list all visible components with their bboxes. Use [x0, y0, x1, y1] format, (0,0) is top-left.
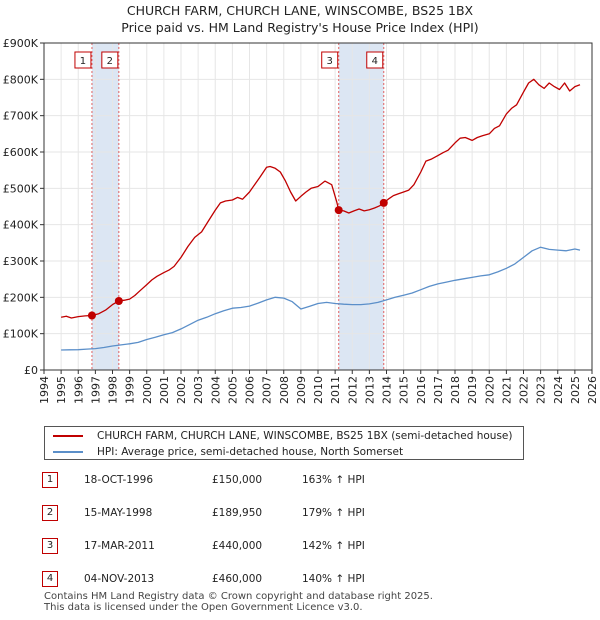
x-tick-label: 2007	[261, 376, 274, 404]
sale-marker-box	[321, 51, 339, 69]
x-tick-label: 2013	[363, 376, 376, 404]
sale-number-badge: 4	[42, 571, 58, 587]
sale-marker-label: 1	[80, 56, 86, 67]
sale-hpi-change: 142% ↑ HPI	[302, 540, 365, 552]
sale-date: 17-MAR-2011	[84, 540, 155, 552]
y-tick-label: £0	[24, 364, 38, 377]
sale-number-badge: 3	[42, 538, 58, 554]
sale-marker-box	[101, 51, 119, 69]
sale-date: 04-NOV-2013	[84, 573, 155, 585]
legend-swatch-price	[53, 435, 83, 437]
x-tick-label: 1997	[89, 376, 102, 404]
x-tick-label: 2000	[141, 376, 154, 404]
x-tick-label: 2015	[398, 376, 411, 404]
x-tick-label: 1999	[124, 376, 137, 404]
x-tick-label: 2022	[518, 376, 531, 404]
x-tick-label: 2017	[432, 376, 445, 404]
x-tick-label: 2003	[192, 376, 205, 404]
y-tick-label: £500K	[3, 182, 39, 195]
footer: Contains HM Land Registry data © Crown c…	[44, 591, 433, 613]
sale-row: 1 18-OCT-1996 £150,000 163% ↑ HPI	[0, 470, 600, 490]
sale-number-badge: 2	[42, 505, 58, 521]
y-tick-label: £900K	[3, 37, 39, 50]
x-tick-label: 2018	[449, 376, 462, 404]
x-tick-label: 2002	[175, 376, 188, 404]
y-tick-label: £800K	[3, 73, 39, 86]
sale-row: 4 04-NOV-2013 £460,000 140% ↑ HPI	[0, 569, 600, 589]
sale-point	[379, 198, 388, 207]
x-tick-label: 2010	[312, 376, 325, 404]
hpi-line	[61, 246, 581, 351]
footer-copyright: Contains HM Land Registry data © Crown c…	[44, 591, 433, 602]
x-tick-label: 2008	[278, 376, 291, 404]
legend: CHURCH FARM, CHURCH LANE, WINSCOMBE, BS2…	[44, 426, 524, 460]
sale-point	[114, 296, 123, 305]
sale-marker-box	[74, 51, 92, 69]
sale-price: £189,950	[212, 507, 263, 519]
chart-subtitle: Price paid vs. HM Land Registry's House …	[121, 20, 479, 35]
legend-swatch-hpi	[53, 451, 83, 453]
x-tick-label: 2001	[158, 376, 171, 404]
y-tick-label: £600K	[3, 146, 39, 159]
legend-label-hpi: HPI: Average price, semi-detached house,…	[97, 446, 404, 458]
sale-row: 2 15-MAY-1998 £189,950 179% ↑ HPI	[0, 503, 600, 523]
x-tick-label: 2026	[586, 376, 599, 404]
price-paid-line	[60, 78, 581, 319]
x-tick-label: 2023	[535, 376, 548, 404]
sale-period-shade	[91, 43, 119, 370]
sale-price: £460,000	[212, 573, 263, 585]
x-tick-label: 2025	[569, 376, 582, 404]
x-tick-label: 1998	[107, 376, 120, 404]
x-tick-label: 2014	[381, 376, 394, 404]
y-tick-label: £100K	[3, 328, 39, 341]
sale-hpi-change: 179% ↑ HPI	[302, 507, 365, 519]
footer-licence: This data is licensed under the Open Gov…	[44, 602, 363, 613]
sale-point	[87, 311, 96, 320]
sale-price: £440,000	[212, 540, 263, 552]
x-tick-label: 2019	[466, 376, 479, 404]
sale-marker-label: 4	[372, 56, 378, 67]
sale-price: £150,000	[212, 474, 263, 486]
sale-hpi-change: 163% ↑ HPI	[302, 474, 365, 486]
x-tick-label: 2012	[346, 376, 359, 404]
x-tick-label: 2009	[295, 376, 308, 404]
x-tick-label: 2020	[483, 376, 496, 404]
sale-date: 15-MAY-1998	[84, 507, 153, 519]
x-tick-label: 1995	[55, 376, 68, 404]
sale-row: 3 17-MAR-2011 £440,000 142% ↑ HPI	[0, 536, 600, 556]
y-tick-label: £700K	[3, 110, 39, 123]
y-tick-label: £200K	[3, 291, 39, 304]
x-tick-label: 2021	[500, 376, 513, 404]
sale-point	[334, 206, 343, 215]
x-tick-label: 2011	[329, 376, 342, 404]
sale-marker-box	[366, 51, 384, 69]
plot-border	[43, 42, 593, 371]
y-tick-label: £400K	[3, 219, 39, 232]
legend-label-price: CHURCH FARM, CHURCH LANE, WINSCOMBE, BS2…	[97, 430, 513, 442]
chart-title: CHURCH FARM, CHURCH LANE, WINSCOMBE, BS2…	[126, 3, 474, 18]
x-tick-label: 2005	[226, 376, 239, 404]
x-tick-label: 1996	[72, 376, 85, 404]
sale-hpi-change: 140% ↑ HPI	[302, 573, 365, 585]
x-tick-label: 2016	[415, 376, 428, 404]
y-tick-label: £300K	[3, 255, 39, 268]
sale-period-shade	[338, 43, 384, 370]
x-tick-label: 2024	[552, 376, 565, 404]
x-tick-label: 2006	[244, 376, 257, 404]
sale-marker-label: 3	[327, 56, 333, 67]
sale-date: 18-OCT-1996	[84, 474, 153, 486]
sale-marker-label: 2	[107, 56, 113, 67]
price-chart: 1994 1995 1996 1997 1998 1999 2000 2001 2002 2003…	[3, 37, 599, 404]
x-tick-label: 1994	[38, 376, 51, 404]
x-tick-label: 2004	[209, 376, 222, 404]
sale-number-badge: 1	[42, 472, 58, 488]
